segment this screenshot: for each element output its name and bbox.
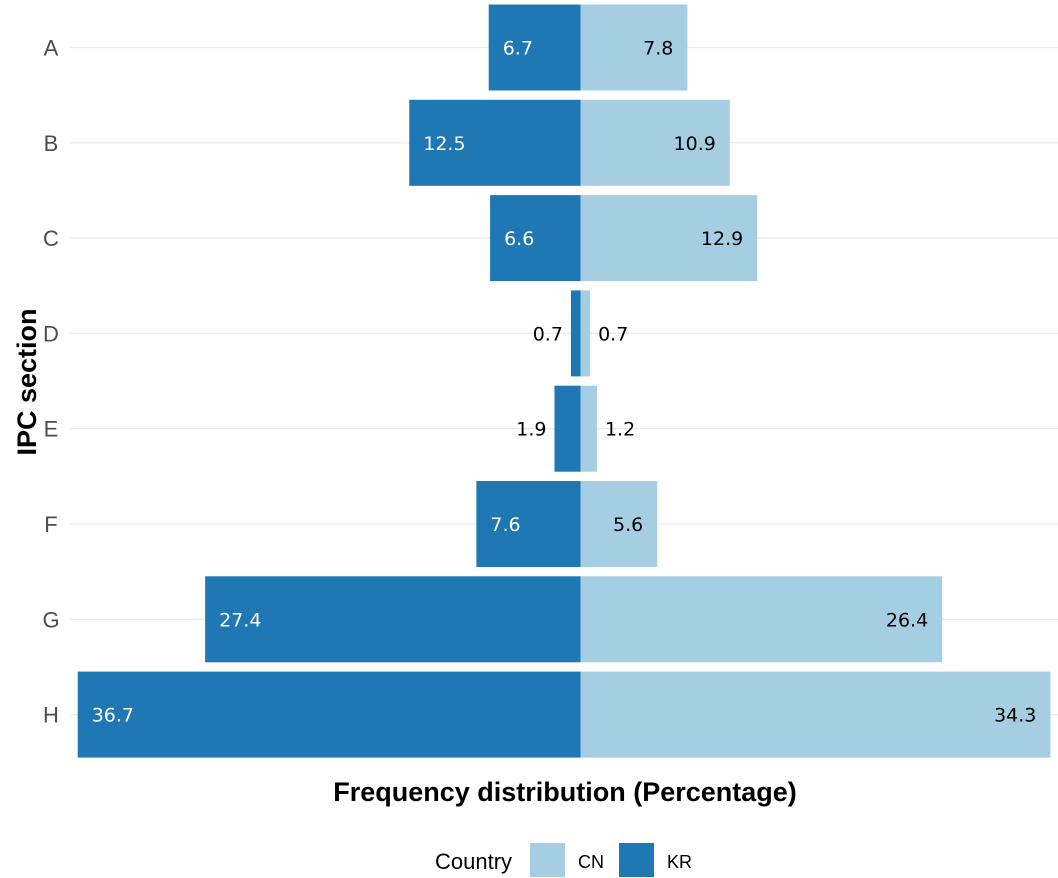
data-label-cn: 10.9 xyxy=(674,133,716,155)
bar-cn xyxy=(580,99,730,186)
data-label-kr: 1.9 xyxy=(516,419,546,441)
bar-kr xyxy=(490,195,581,282)
bar-kr xyxy=(476,481,581,567)
bar-kr xyxy=(488,4,581,91)
legend-title: Country xyxy=(435,849,512,874)
y-tick-label: H xyxy=(43,703,59,728)
data-label-kr: 0.7 xyxy=(533,323,563,345)
legend-label-cn: CN xyxy=(578,852,604,872)
data-label-cn: 26.4 xyxy=(886,609,928,631)
legend-label-kr: KR xyxy=(667,852,692,872)
legend-swatch-kr xyxy=(619,843,654,877)
y-tick-label: F xyxy=(44,512,57,537)
y-tick-label: A xyxy=(44,36,59,61)
data-label-kr: 7.6 xyxy=(490,514,520,536)
bar-kr xyxy=(554,385,581,472)
legend-swatch-cn xyxy=(530,843,565,877)
data-label-cn: 12.9 xyxy=(701,228,743,250)
y-tick-labels: A B C D E F G H xyxy=(42,36,59,728)
bar-kr xyxy=(570,290,581,377)
bar-cn xyxy=(580,385,597,472)
y-tick-label: G xyxy=(42,607,59,632)
bar-cn xyxy=(580,671,1051,758)
data-label-cn: 34.3 xyxy=(994,705,1036,727)
y-axis-title: IPC section xyxy=(12,308,42,455)
bar-cn xyxy=(580,290,591,377)
bar-kr xyxy=(409,99,581,186)
y-tick-label: B xyxy=(44,131,59,156)
bar-cn xyxy=(580,4,688,91)
data-label-cn: 7.8 xyxy=(643,38,673,60)
y-tick-label: C xyxy=(43,226,59,251)
legend: Country CN KR xyxy=(435,843,692,877)
y-tick-label: D xyxy=(43,321,59,346)
data-label-cn: 0.7 xyxy=(598,323,628,345)
bars: 6.7 7.8 12.5 10.9 6.6 12.9 0.7 0.7 1.9 1.2 7.6 5.6 2… xyxy=(77,4,1051,758)
data-label-kr: 6.7 xyxy=(503,38,533,60)
y-tick-label: E xyxy=(44,417,59,442)
bar-cn xyxy=(580,481,658,567)
data-label-kr: 36.7 xyxy=(92,705,134,727)
bar-cn xyxy=(580,576,943,663)
bar-kr xyxy=(77,671,581,758)
data-label-kr: 12.5 xyxy=(423,133,465,155)
data-label-cn: 1.2 xyxy=(605,419,635,441)
bar-cn xyxy=(580,195,758,282)
data-label-cn: 5.6 xyxy=(613,514,643,536)
x-axis-title: Frequency distribution (Percentage) xyxy=(333,777,797,807)
data-label-kr: 27.4 xyxy=(219,609,261,631)
bar-kr xyxy=(205,576,581,663)
data-label-kr: 6.6 xyxy=(504,228,534,250)
